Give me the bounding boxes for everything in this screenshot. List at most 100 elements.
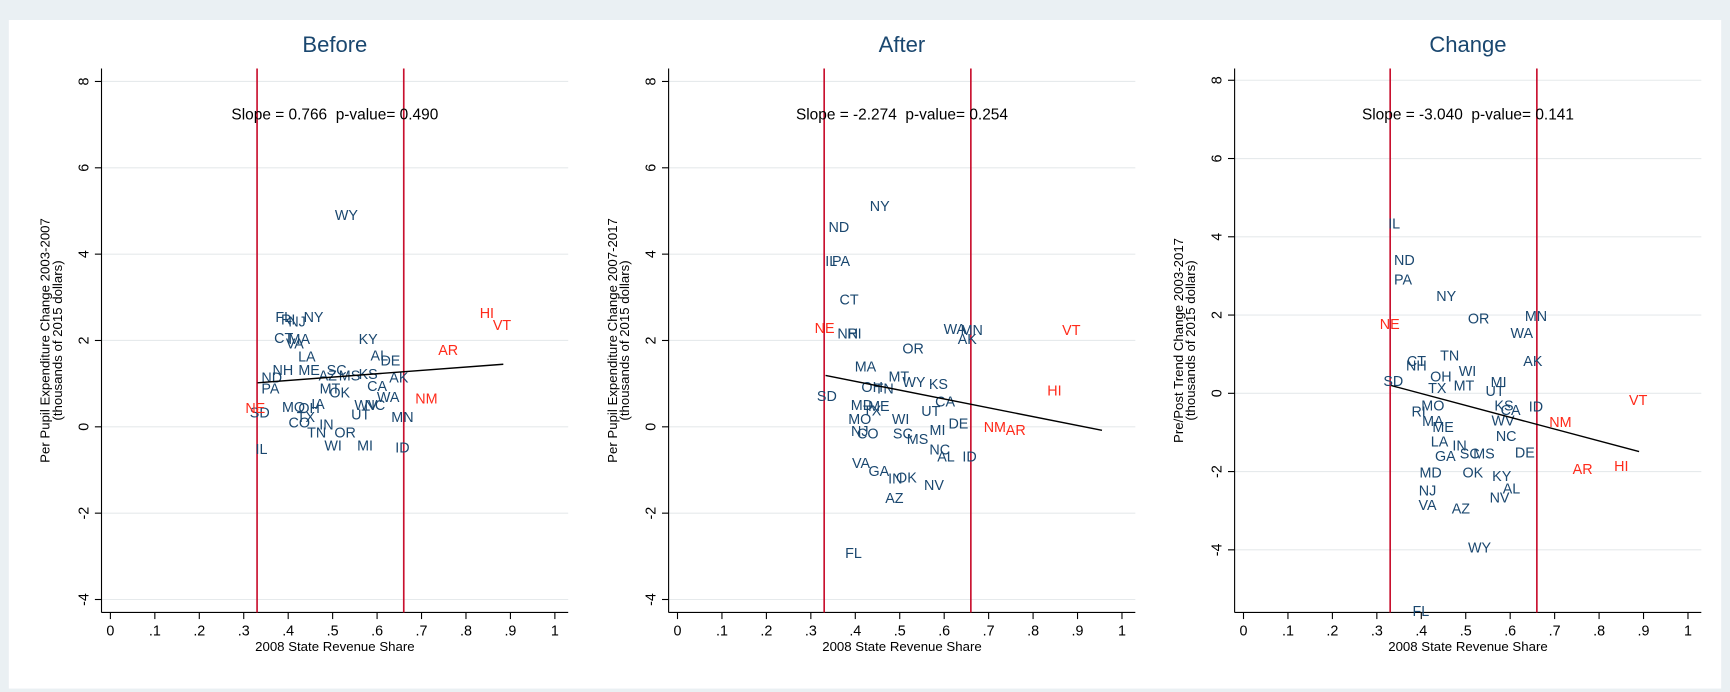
x-tick-label: .2	[760, 624, 772, 640]
y-tick-label: 2	[76, 336, 92, 344]
point-label: IN	[319, 418, 333, 434]
point-label: LA	[298, 349, 316, 365]
point-label: MT	[1454, 378, 1475, 394]
y-tick-label: 4	[76, 250, 92, 258]
point-label: IL	[825, 254, 837, 270]
point-label: SD	[250, 406, 270, 422]
chart-title: Change	[1429, 32, 1506, 57]
point-label: SC	[1460, 447, 1480, 463]
point-label: NJ	[288, 314, 306, 330]
x-tick-label: .8	[1593, 624, 1605, 640]
x-tick-label: .6	[938, 624, 950, 640]
point-label: SC	[893, 426, 913, 442]
annotation: Slope = 0.766 p-value= 0.490	[231, 106, 438, 123]
point-label: MD	[851, 398, 873, 414]
x-tick-label: .6	[1504, 624, 1516, 640]
y-tick-label: 8	[643, 77, 659, 85]
point-label: WA	[377, 390, 400, 406]
point-label: VT	[1062, 323, 1081, 339]
point-label: CA	[1501, 403, 1521, 419]
y-tick-label: 4	[643, 250, 659, 258]
point-label: FL	[1412, 604, 1429, 620]
point-label: NC	[929, 443, 950, 459]
x-tick-label: 0	[106, 624, 114, 640]
x-axis-label: 2008 State Revenue Share	[1388, 639, 1547, 654]
point-label: AR	[438, 343, 458, 359]
point-label: GA	[1435, 449, 1456, 465]
point-label: KY	[359, 332, 379, 348]
point-label: NE	[245, 401, 265, 417]
point-label: VA	[286, 336, 304, 352]
point-label: SC	[327, 363, 347, 379]
point-label: AR	[1006, 423, 1026, 439]
point-label: KS	[929, 377, 948, 393]
point-label: CT	[274, 331, 293, 347]
point-label: MA	[855, 359, 877, 375]
x-tick-label: .3	[805, 624, 817, 640]
point-label: NH	[837, 327, 858, 343]
point-label: MO	[1421, 398, 1444, 414]
point-label: AL	[371, 349, 389, 365]
y-tick-label: -4	[76, 593, 92, 606]
point-label: AZ	[319, 368, 338, 384]
point-label: CA	[367, 379, 387, 395]
x-tick-label: .2	[193, 624, 205, 640]
fit-line	[1390, 384, 1640, 453]
x-tick-label: .9	[1072, 624, 1084, 640]
point-label: TN	[307, 425, 326, 441]
point-label: OH	[1430, 369, 1452, 385]
point-label: WA	[944, 322, 967, 338]
point-label: MA	[1422, 414, 1444, 430]
point-label: SD	[1383, 374, 1403, 390]
x-tick-label: .1	[716, 624, 728, 640]
point-label: UT	[351, 408, 370, 424]
y-tick-label: 6	[1209, 155, 1225, 163]
y-axis-label: (thousands of 2015 dollars)	[1183, 260, 1198, 420]
point-label: DE	[380, 354, 400, 370]
y-axis-label: (thousands of 2015 dollars)	[617, 260, 632, 420]
x-tick-label: 1	[1684, 624, 1692, 640]
x-axis-label: 2008 State Revenue Share	[822, 639, 981, 654]
point-label: MN	[1525, 309, 1547, 325]
point-label: NV	[924, 478, 944, 494]
y-tick-label: 4	[1209, 233, 1225, 241]
y-tick-label: 2	[643, 336, 659, 344]
x-tick-label: .4	[849, 624, 861, 640]
point-label: DE	[1515, 445, 1535, 461]
point-label: HI	[1047, 384, 1061, 400]
point-label: ID	[1529, 400, 1543, 416]
point-label: SD	[817, 389, 837, 405]
y-tick-label: -4	[1209, 543, 1225, 556]
point-label: GA	[868, 464, 889, 480]
point-label: MO	[848, 412, 871, 428]
y-tick-label: 2	[1209, 311, 1225, 319]
x-tick-label: .1	[149, 624, 161, 640]
x-tick-label: 0	[1240, 624, 1248, 640]
point-label: NM	[984, 420, 1006, 436]
x-tick-label: 0	[674, 624, 682, 640]
point-label: VT	[1629, 393, 1648, 409]
point-label: MN	[391, 410, 413, 426]
point-label: CT	[840, 292, 859, 308]
x-tick-label: .7	[1549, 624, 1561, 640]
point-label: NJ	[1419, 484, 1437, 500]
point-label: NV	[1490, 490, 1510, 506]
x-tick-label: .2	[1326, 624, 1338, 640]
point-label: TX	[1428, 381, 1447, 397]
point-label: VA	[1418, 498, 1436, 514]
point-label: UT	[1486, 384, 1505, 400]
x-tick-label: .7	[416, 624, 428, 640]
x-tick-label: .8	[1027, 624, 1039, 640]
point-label: AL	[937, 450, 955, 466]
point-label: OR	[902, 342, 924, 358]
point-label: OK	[329, 386, 350, 402]
figure-background	[8, 19, 1722, 689]
point-label: MI	[1491, 375, 1507, 391]
point-label: MI	[930, 423, 946, 439]
point-label: NC	[365, 398, 386, 414]
point-label: WY	[1468, 540, 1492, 556]
x-tick-label: .3	[1371, 624, 1383, 640]
point-label: MS	[1473, 447, 1495, 463]
point-label: NM	[1549, 415, 1571, 431]
